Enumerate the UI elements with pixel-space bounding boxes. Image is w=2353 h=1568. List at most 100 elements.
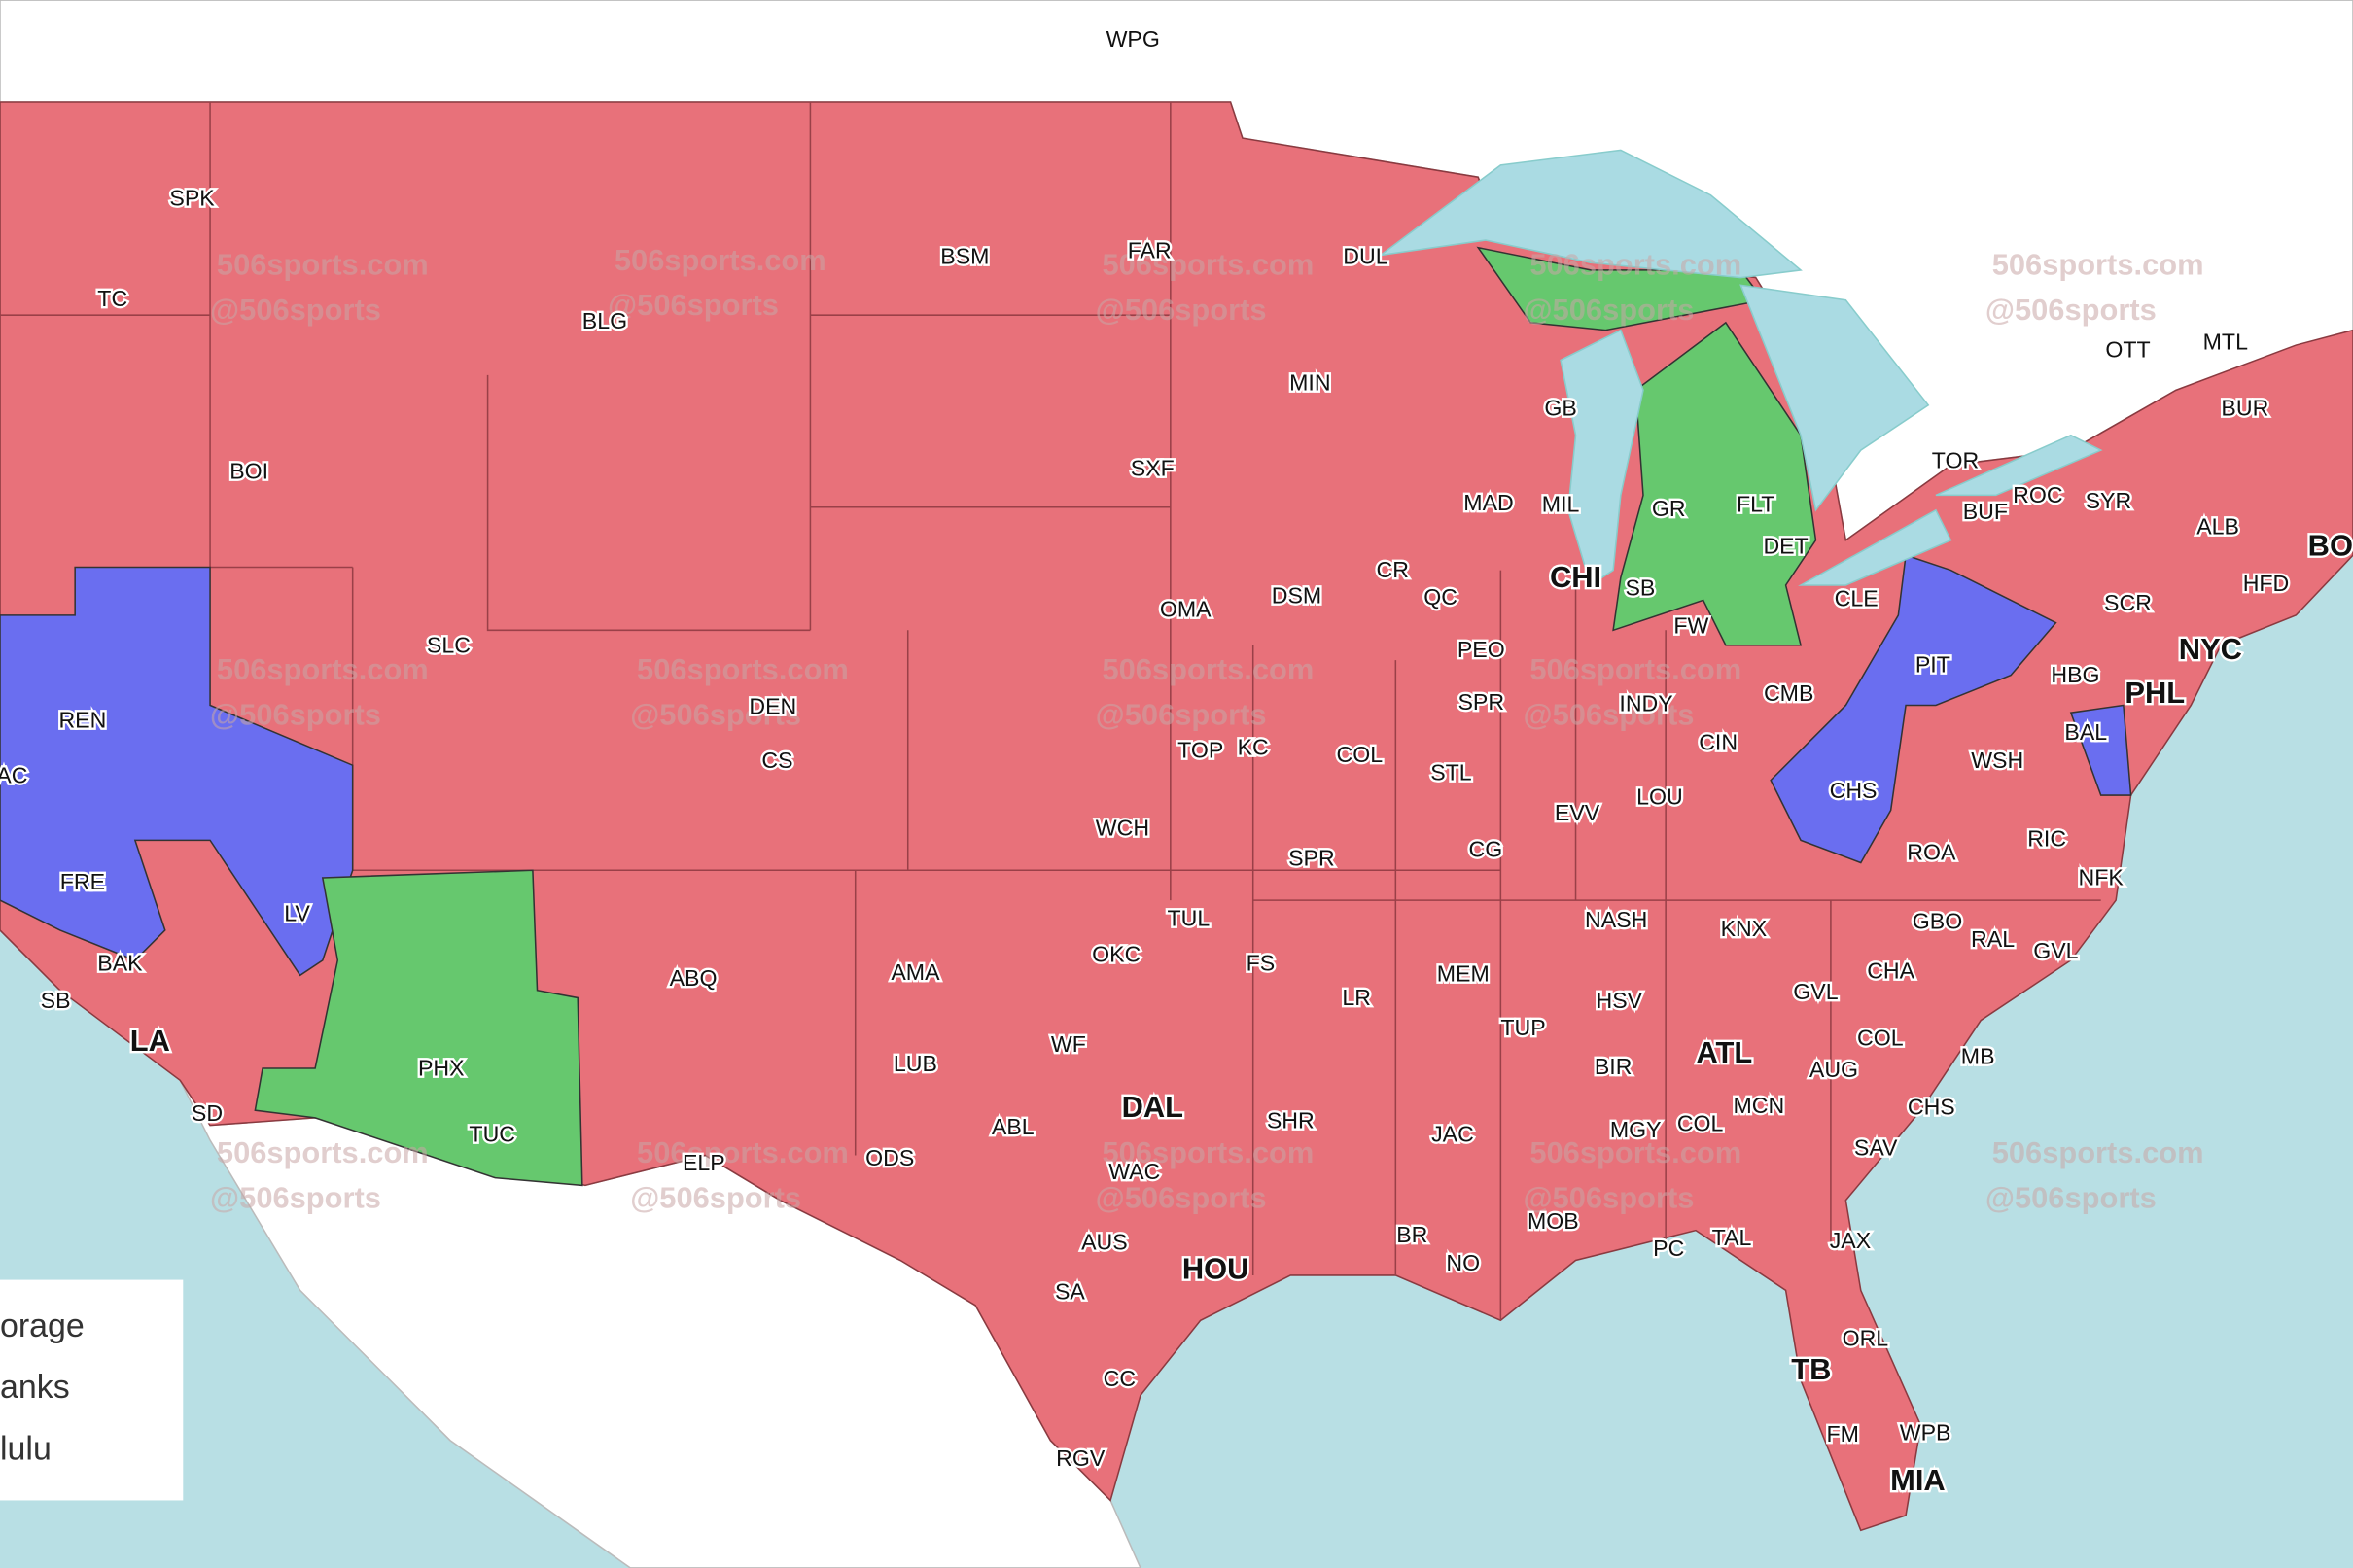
market-label: BUF bbox=[1963, 499, 2008, 524]
market-label: GB bbox=[1544, 396, 1576, 421]
market-label: MIN bbox=[1289, 369, 1330, 395]
market-label: STL bbox=[1430, 760, 1472, 785]
watermark: @506sports bbox=[1096, 293, 1267, 327]
market-label: PIT bbox=[1915, 651, 1950, 677]
market-label: LV bbox=[284, 901, 310, 926]
watermark: @506sports bbox=[1096, 698, 1267, 732]
market-label: HOU bbox=[1182, 1251, 1249, 1285]
market-label: AMA bbox=[891, 959, 940, 985]
market-label: NASH bbox=[1585, 907, 1647, 932]
watermark: 506sports.com bbox=[637, 1135, 849, 1169]
market-label: MIL bbox=[1542, 491, 1580, 516]
market-label: SB bbox=[41, 988, 71, 1013]
market-label: REN bbox=[58, 708, 106, 733]
blue-coverage bbox=[1770, 554, 2057, 864]
market-label: AC bbox=[0, 763, 27, 788]
market-label: TAL bbox=[1712, 1225, 1752, 1250]
market-label: SYR bbox=[2086, 488, 2132, 513]
market-label: GR bbox=[1652, 496, 1686, 521]
market-label: BOI bbox=[229, 458, 268, 483]
watermark: 506sports.com bbox=[217, 1135, 429, 1169]
state-borders bbox=[0, 102, 2101, 1321]
watermark: @506sports bbox=[210, 293, 381, 327]
market-label: LUB bbox=[894, 1051, 937, 1076]
market-label: AUS bbox=[1081, 1230, 1128, 1255]
market-label: OKC bbox=[1092, 941, 1141, 966]
watermark: 506sports.com bbox=[217, 248, 429, 282]
market-label: PHL bbox=[2125, 676, 2185, 710]
market-label: RGV bbox=[1056, 1446, 1106, 1471]
market-label: SCR bbox=[2104, 590, 2152, 615]
watermark: 506sports.com bbox=[1992, 1135, 2204, 1169]
market-label: BLG bbox=[582, 308, 627, 333]
market-label: HSV bbox=[1596, 988, 1642, 1013]
market-label: NO bbox=[1446, 1250, 1480, 1275]
market-label: BO bbox=[2308, 529, 2353, 563]
market-label: FAR bbox=[1128, 237, 1172, 262]
market-label: BIR bbox=[1595, 1054, 1633, 1079]
market-label: DEN bbox=[749, 694, 796, 719]
market-label: SPR bbox=[1288, 846, 1335, 871]
market-label: MAD bbox=[1463, 490, 1513, 515]
market-label: ELP bbox=[683, 1150, 725, 1175]
market-label: SA bbox=[1055, 1279, 1085, 1305]
market-label: COL bbox=[1336, 742, 1383, 767]
watermark: @506sports bbox=[630, 698, 801, 732]
legend-item: orage bbox=[0, 1307, 85, 1344]
market-label: BAK bbox=[97, 951, 143, 976]
market-label: CLE bbox=[1835, 586, 1879, 611]
watermark: @506sports bbox=[1985, 293, 2157, 327]
market-label: AUG bbox=[1809, 1057, 1858, 1082]
market-label: MEM bbox=[1437, 960, 1490, 986]
market-label: FW bbox=[1673, 612, 1708, 638]
great-lakes bbox=[1380, 149, 2103, 587]
market-label: RAL bbox=[1971, 926, 2015, 952]
green-coverage bbox=[1612, 321, 1817, 646]
market-label: MIA bbox=[1890, 1463, 1946, 1497]
watermark: 506sports.com bbox=[615, 243, 826, 277]
market-label: DSM bbox=[1272, 582, 1321, 608]
market-label: COL bbox=[1857, 1026, 1904, 1051]
market-label: ODS bbox=[865, 1145, 914, 1170]
market-label: FM bbox=[1827, 1421, 1859, 1446]
market-label: PC bbox=[1653, 1236, 1684, 1261]
market-label: TUC bbox=[469, 1122, 515, 1147]
watermark: @506sports bbox=[1524, 698, 1695, 732]
watermark: @506sports bbox=[1524, 293, 1695, 327]
market-label: ROC bbox=[2013, 482, 2062, 507]
market-label: MCN bbox=[1733, 1093, 1784, 1118]
market-label: WCH bbox=[1096, 816, 1149, 841]
market-label: JAX bbox=[1830, 1228, 1871, 1253]
watermark: @506sports bbox=[210, 1181, 381, 1215]
market-label: BUR bbox=[2221, 396, 2268, 421]
market-label: CC bbox=[1104, 1366, 1136, 1391]
market-label: WAC bbox=[1108, 1159, 1160, 1184]
market-label: ROA bbox=[1907, 839, 1956, 864]
market-label: WPB bbox=[1900, 1420, 1951, 1446]
watermark: 506sports.com bbox=[1992, 248, 2204, 282]
market-label: TC bbox=[97, 286, 127, 311]
market-label: GVL bbox=[1793, 979, 1838, 1004]
market-label: CHS bbox=[1830, 778, 1878, 803]
watermark: 506sports.com bbox=[1102, 652, 1314, 686]
market-label: BSM bbox=[940, 244, 989, 269]
watermark: @506sports bbox=[630, 1181, 801, 1215]
market-label: MOB bbox=[1528, 1208, 1579, 1234]
legend-item: anks bbox=[0, 1369, 70, 1406]
market-label: MB bbox=[1961, 1043, 1995, 1068]
market-label: CHI bbox=[1550, 560, 1601, 594]
market-label: SPK bbox=[169, 185, 215, 210]
market-label: CS bbox=[761, 748, 792, 773]
market-label: SAV bbox=[1854, 1134, 1898, 1160]
market-label: RIC bbox=[2027, 825, 2066, 851]
market-label: QC bbox=[1423, 584, 1457, 610]
legend-item: lulu bbox=[0, 1430, 52, 1467]
market-label: TOR bbox=[1932, 448, 1979, 473]
market-label: TB bbox=[1791, 1352, 1831, 1386]
legend-box bbox=[0, 1279, 184, 1501]
market-labels: WPG SPK TC BLG BSM FAR DUL MIN GB BOI SXF MAD MIL GR F… bbox=[0, 24, 2353, 1500]
watermark: @506sports bbox=[210, 698, 381, 732]
market-label: TUL bbox=[1167, 905, 1210, 930]
market-label: CR bbox=[1377, 557, 1409, 582]
market-label: KNX bbox=[1721, 916, 1768, 941]
